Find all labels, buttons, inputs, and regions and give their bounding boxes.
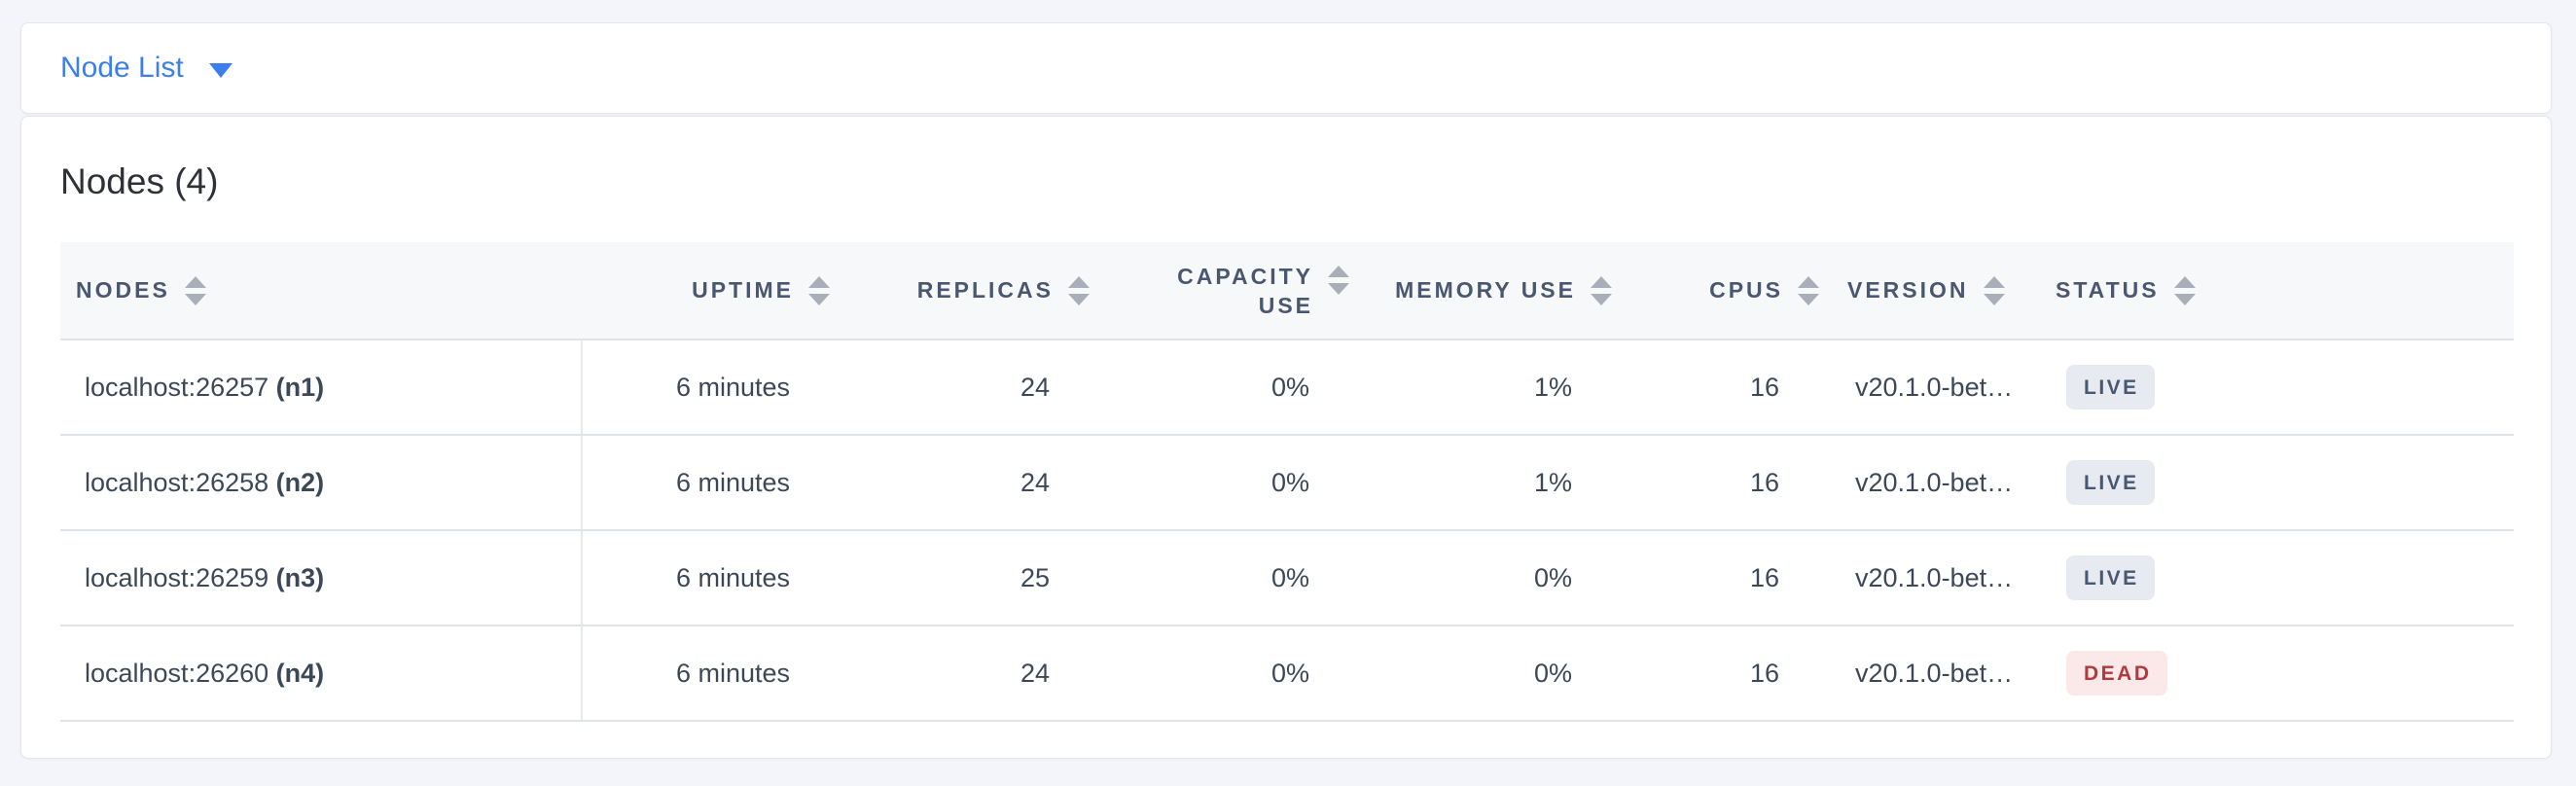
version-cell: v20.1.0-bet… [1832,435,2040,531]
replicas-cell: 25 [842,530,1102,626]
sort-icon [2173,275,2196,305]
sort-icon [1591,275,1612,305]
node-address: localhost:26259 [85,562,269,592]
memory-use-cell: 0% [1362,625,1625,722]
column-header-replicas[interactable]: REPLICAS [842,242,1102,340]
status-cell: LIVE [2040,339,2514,436]
capacity-use-cell: 0% [1102,625,1362,722]
cpus-cell: 16 [1625,530,1832,626]
view-selector-dropdown[interactable]: Node List [60,52,233,85]
cpus-cell: 16 [1625,339,1832,436]
version-cell: v20.1.0-bet… [1832,530,2040,626]
uptime-cell: 6 minutes [582,625,842,722]
page-title: Nodes (4) [60,161,219,201]
column-header-cpus[interactable]: CPUS [1625,242,1832,340]
table-row: localhost:26260 (n4) 6 minutes 24 0% 0% 16 v20… [60,625,2514,722]
column-header-uptime[interactable]: UPTIME [582,242,842,340]
memory-use-cell: 0% [1362,530,1625,626]
version-cell: v20.1.0-bet… [1832,339,2040,436]
sort-icon [808,275,830,305]
memory-use-cell: 1% [1362,339,1625,436]
node-name-cell[interactable]: localhost:26257 (n1) [60,339,583,436]
sort-icon [1983,275,2005,305]
node-id: (n2) [275,467,325,497]
header-row: NODES UPTIME REPLICAS CAPACITY USE MEMORY USE… [60,242,2514,340]
uptime-cell: 6 minutes [582,435,842,531]
node-list-table: NODES UPTIME REPLICAS CAPACITY USE MEMORY USE… [60,242,2514,722]
status-badge: LIVE [2066,460,2155,505]
column-header-version[interactable]: VERSION [1832,242,2040,340]
view-selector-label: Node List [60,52,184,84]
status-cell: DEAD [2040,625,2514,722]
node-address: localhost:26257 [85,372,269,402]
node-name-cell[interactable]: localhost:26260 (n4) [60,625,583,722]
node-address: localhost:26260 [85,658,269,688]
cpus-cell: 16 [1625,625,1832,722]
column-header-status[interactable]: STATUS [2040,242,2514,340]
node-id: (n4) [275,658,325,688]
node-name-cell[interactable]: localhost:26259 (n3) [60,530,583,626]
column-label-line: CAPACITY [1177,263,1313,289]
status-badge: LIVE [2066,555,2155,600]
sort-icon [1328,265,1349,295]
sort-icon [1068,275,1090,305]
sort-icon [184,275,206,305]
capacity-use-cell: 0% [1102,530,1362,626]
column-label-memory_use: MEMORY USE [1395,277,1576,303]
node-address: localhost:26258 [85,467,269,497]
version-cell: v20.1.0-bet… [1832,625,2040,722]
cpus-cell: 16 [1625,435,1832,531]
column-header-nodes[interactable]: NODES [60,242,582,340]
column-label-version: VERSION [1847,277,1969,303]
column-label-uptime: UPTIME [692,277,794,303]
replicas-cell: 24 [842,625,1102,722]
uptime-cell: 6 minutes [582,530,842,626]
capacity-use-cell: 0% [1102,339,1362,436]
memory-use-cell: 1% [1362,435,1625,531]
view-toolbar: Node List [20,22,2552,114]
chevron-down-icon [208,62,233,78]
status-badge: DEAD [2066,651,2167,696]
replicas-cell: 24 [842,435,1102,531]
table-row: localhost:26259 (n3) 6 minutes 25 0% 0% 16 v20… [60,530,2514,626]
nodes-panel: Nodes (4) NODES UPTIME REPLICAS CAPACITY USE… [20,116,2552,759]
capacity-use-cell: 0% [1102,435,1362,531]
replicas-cell: 24 [842,339,1102,436]
node-id: (n1) [275,372,325,402]
column-header-capacity_use[interactable]: CAPACITY USE [1102,242,1362,340]
node-name-cell[interactable]: localhost:26258 (n2) [60,435,583,531]
uptime-cell: 6 minutes [582,339,842,436]
table-row: localhost:26258 (n2) 6 minutes 24 0% 1% 16 v20… [60,435,2514,531]
column-header-memory_use[interactable]: MEMORY USE [1362,242,1625,340]
status-cell: LIVE [2040,530,2514,626]
table-row: localhost:26257 (n1) 6 minutes 24 0% 1% 16 v20… [60,339,2514,436]
column-label-cpus: CPUS [1709,277,1783,303]
column-label-capacity_use: CAPACITY USE [1177,262,1313,320]
node-id: (n3) [275,562,325,592]
column-label-line: USE [1258,292,1313,318]
status-badge: LIVE [2066,365,2155,410]
column-label-replicas: REPLICAS [916,277,1054,303]
sort-icon [1798,275,1819,305]
status-cell: LIVE [2040,435,2514,531]
column-label-status: STATUS [2056,277,2160,303]
column-label-nodes: NODES [76,277,170,303]
